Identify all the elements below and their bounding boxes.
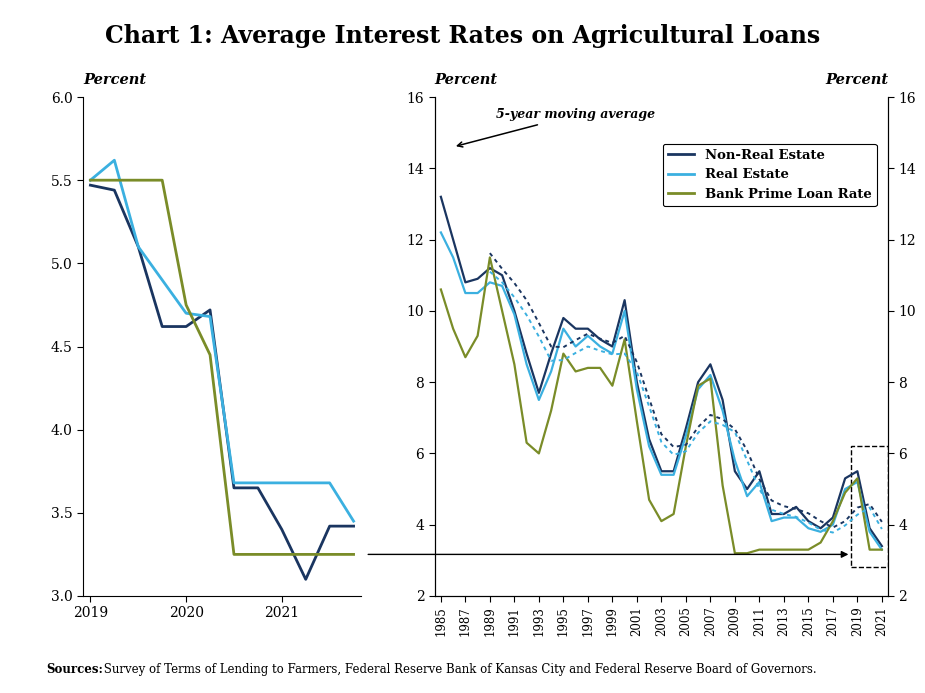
Text: 5-year moving average: 5-year moving average [458, 108, 655, 147]
Text: Survey of Terms of Lending to Farmers, Federal Reserve Bank of Kansas City and F: Survey of Terms of Lending to Farmers, F… [100, 663, 817, 676]
Text: Percent: Percent [825, 73, 888, 87]
Text: Percent: Percent [83, 73, 146, 87]
Bar [851, 446, 888, 568]
Text: Chart 1: Average Interest Rates on Agricultural Loans: Chart 1: Average Interest Rates on Agric… [105, 24, 820, 49]
Text: Sources:: Sources: [46, 663, 103, 676]
Legend: Non-Real Estate, Real Estate, Bank Prime Loan Rate: Non-Real Estate, Real Estate, Bank Prime… [662, 143, 877, 207]
Text: Percent: Percent [435, 73, 498, 87]
